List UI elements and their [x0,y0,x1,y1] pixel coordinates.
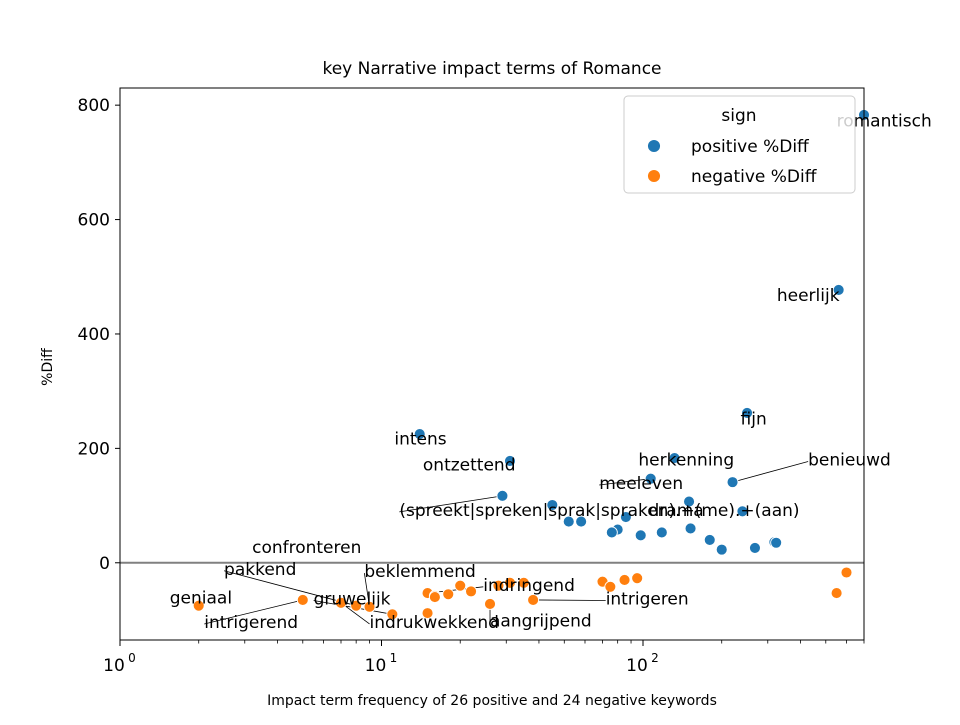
y-tick-label: 800 [78,96,110,116]
point-annotation-label: indringend [483,576,575,596]
x-tick-exponent: 0 [128,651,136,665]
negative-point [335,596,347,609]
y-tick-label: 400 [78,325,110,345]
x-axis-label: Impact term frequency of 26 positive and… [267,693,717,709]
annotation-leader-line [399,495,503,513]
positive-point [736,505,749,518]
point-annotation-label: herkenning [638,451,734,471]
point-annotation-label: fijn [741,409,767,429]
annotation-leader-line [533,599,606,601]
negative-point [454,579,467,592]
positive-point [644,472,657,485]
legend-marker [647,169,661,183]
positive-point [726,476,739,489]
point-annotation-label: intens [394,429,446,449]
positive-point [634,529,647,542]
point-annotation-label: intrigeren [606,590,689,610]
point-annotation-label: gruwelijk [314,590,391,610]
positive-point [496,489,509,502]
negative-point [484,598,496,610]
negative-point [492,579,505,592]
negative-point [465,585,477,598]
negative-point [442,588,455,601]
x-tick-label: 10 [365,656,387,676]
negative-point [192,599,205,612]
positive-point [715,543,728,556]
point-annotation-label: geniaal [170,588,232,608]
negative-point [421,607,434,620]
point-annotation-label: heerlijk [777,286,840,306]
legend: sign positive %Diff negative %Diff [623,95,856,194]
annotation-leader-line [599,478,651,486]
annotation-leader-line [204,599,303,625]
negative-point [350,599,363,612]
y-tick-label: 200 [78,439,110,459]
x-tick-exponent: 1 [390,651,398,665]
negative-point [428,591,441,604]
annotation-leader-line [732,461,809,483]
negative-point [604,580,617,593]
x-tick-label: 10 [626,656,648,676]
point-annotation-label: (spreekt|spreken|sprak|spraken).+(me).+(… [399,501,799,521]
negative-point [296,594,309,606]
positive-point [770,536,783,549]
annotation-leader-line [223,570,357,607]
point-annotation-label: beklemmend [364,562,475,582]
x-tick-exponent: 2 [651,651,659,665]
negative-point [517,576,530,589]
positive-point [655,526,668,539]
point-annotation-label: ontzettend [423,456,516,476]
chart-title: key Narrative impact terms of Romance [322,59,661,79]
positive-point [562,515,575,528]
negative-point [830,587,843,600]
point-annotation-label: romantisch [837,111,932,131]
positive-point [741,406,754,419]
legend-box [623,95,856,194]
negative-point [363,600,376,613]
positive-point [504,455,516,467]
positive-point [668,452,681,465]
plot-area: romantisch heerlijk fijn intens ontzettend he… [78,87,932,676]
point-annotation-label: intrigerend [204,613,298,633]
legend-entry-label: positive %Diff [691,137,810,157]
positive-point [684,522,697,535]
point-annotation-label: pakkend [224,560,296,580]
plot-frame [119,87,865,641]
legend-marker [647,139,661,153]
negative-point [386,608,399,621]
positive-point [832,283,845,296]
negative-point [840,566,853,579]
positive-point [575,515,588,528]
point-annotation-label: drama [649,501,704,521]
point-annotation-label: benieuwd [808,451,891,471]
positive-point [413,428,426,441]
positive-point [619,511,632,523]
positive-point [749,541,761,554]
positive-point [703,533,716,546]
negative-point [504,576,516,589]
negative-point [618,573,631,586]
y-tick-label: 0 [99,554,110,574]
negative-point [631,572,644,585]
negative-point [527,594,540,606]
x-tick-label: 10 [103,656,125,676]
legend-title: sign [721,106,756,126]
positive-point [605,526,618,539]
y-axis-label: %Diff [40,348,56,386]
point-annotation-label: aangrijpend [490,611,592,631]
y-tick-label: 600 [78,211,110,231]
point-annotation-label: confronteren [252,538,361,558]
legend-entry-label: negative %Diff [691,167,818,187]
positive-point [546,499,559,511]
point-annotation-label: indrukwekkend [370,613,499,633]
positive-point [683,495,696,508]
point-annotation-label: meeleven [599,474,683,494]
